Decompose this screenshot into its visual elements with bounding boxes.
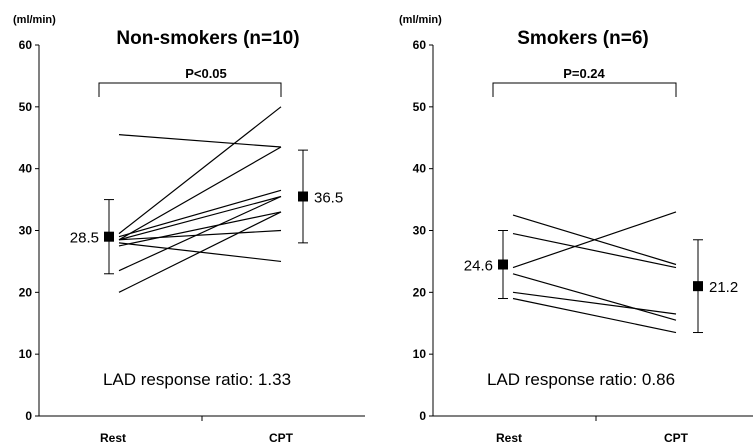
subject-line	[118, 134, 282, 148]
x-tick-label-cpt: CPT	[664, 431, 689, 445]
subject-line	[512, 297, 677, 334]
mean-marker	[693, 281, 703, 292]
chart-title: Non-smokers (n=10)	[116, 28, 299, 49]
y-tick-label: 20	[413, 285, 427, 299]
chart-title: Smokers (n=6)	[517, 28, 648, 49]
y-unit-label: (ml/min)	[399, 14, 442, 26]
subject-line	[118, 146, 282, 241]
subject-line	[118, 211, 282, 247]
significance-label: P<0.05	[185, 66, 227, 81]
subject-line	[512, 273, 677, 321]
x-tick-label-rest: Rest	[100, 431, 126, 445]
subject-line	[512, 233, 677, 269]
subject-line	[512, 291, 677, 315]
mean-label: 36.5	[314, 189, 343, 206]
y-tick-label: 0	[419, 409, 426, 423]
subject-line	[118, 195, 282, 272]
significance-label: P=0.24	[563, 66, 605, 81]
subject-line	[118, 211, 282, 293]
y-tick-label: 50	[413, 100, 427, 114]
mean-marker	[498, 259, 508, 270]
y-tick-label: 10	[19, 347, 33, 361]
panel-smokers: (ml/min) Smokers (n=6) P=0.24 LAD respon…	[399, 14, 753, 445]
panel-non-smokers: (ml/min) Non-smokers (n=10) P<0.05 LAD r…	[13, 14, 365, 445]
mean-label: 28.5	[70, 230, 99, 247]
y-tick-label: 40	[19, 162, 33, 176]
y-tick-label: 40	[413, 162, 427, 176]
y-tick-label: 0	[25, 409, 32, 423]
y-tick-label: 10	[413, 347, 427, 361]
y-tick-label: 50	[19, 100, 33, 114]
x-tick-label-rest: Rest	[496, 431, 522, 445]
y-unit-label: (ml/min)	[13, 14, 56, 26]
response-ratio-label: LAD response ratio: 1.33	[103, 370, 291, 389]
mean-marker	[104, 231, 114, 242]
response-ratio-label: LAD response ratio: 0.86	[487, 370, 675, 389]
subject-line	[118, 189, 282, 238]
y-tick-label: 60	[19, 38, 33, 52]
significance-bracket	[492, 82, 677, 97]
subject-line	[512, 211, 677, 269]
mean-label: 21.2	[709, 279, 738, 296]
mean-label: 24.6	[464, 258, 493, 275]
y-tick-label: 60	[413, 38, 427, 52]
subject-line	[118, 195, 282, 241]
mean-marker	[298, 191, 308, 202]
y-tick-label: 30	[413, 224, 427, 238]
y-tick-label: 30	[19, 224, 33, 238]
subject-line	[118, 229, 282, 241]
x-tick-label-cpt: CPT	[269, 431, 294, 445]
significance-bracket	[98, 82, 282, 97]
subject-line	[118, 106, 282, 235]
y-tick-label: 20	[19, 285, 33, 299]
